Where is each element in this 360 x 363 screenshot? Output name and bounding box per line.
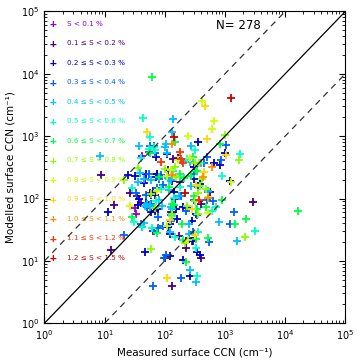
Text: 0.7 ≤ S < 0.8 %: 0.7 ≤ S < 0.8 % <box>67 157 125 163</box>
Text: +: + <box>50 253 57 263</box>
Text: 0.1 ≤ S < 0.2 %: 0.1 ≤ S < 0.2 % <box>67 40 125 46</box>
Text: +: + <box>50 78 57 88</box>
Text: +: + <box>50 19 57 29</box>
Y-axis label: Modelled surface CCN (cm⁻¹): Modelled surface CCN (cm⁻¹) <box>5 91 15 243</box>
Text: +: + <box>50 156 57 166</box>
Text: 0.9 ≤ S < 1.0 %: 0.9 ≤ S < 1.0 % <box>67 196 125 202</box>
Text: 0.8 ≤ S < 0.9 %: 0.8 ≤ S < 0.9 % <box>67 177 125 183</box>
Text: +: + <box>50 136 57 146</box>
Text: +: + <box>50 117 57 127</box>
Text: +: + <box>50 58 57 68</box>
Text: 1.0 ≤ S < 1.1 %: 1.0 ≤ S < 1.1 % <box>67 216 125 222</box>
X-axis label: Measured surface CCN (cm⁻¹): Measured surface CCN (cm⁻¹) <box>117 347 273 358</box>
Text: +: + <box>50 234 57 244</box>
Text: N= 278: N= 278 <box>216 19 261 32</box>
Text: +: + <box>50 39 57 49</box>
Text: 1.1 ≤ S < 1.2 %: 1.1 ≤ S < 1.2 % <box>67 235 125 241</box>
Text: 0.2 ≤ S < 0.3 %: 0.2 ≤ S < 0.3 % <box>67 60 125 66</box>
Text: 1.2 ≤ S < 1.5 %: 1.2 ≤ S < 1.5 % <box>67 254 125 261</box>
Text: 0.6 ≤ S < 0.7 %: 0.6 ≤ S < 0.7 % <box>67 138 125 144</box>
Text: +: + <box>50 214 57 224</box>
Text: 0.4 ≤ S < 0.5 %: 0.4 ≤ S < 0.5 % <box>67 99 125 105</box>
Text: S < 0.1 %: S < 0.1 % <box>67 21 103 27</box>
Text: +: + <box>50 97 57 107</box>
Text: +: + <box>50 175 57 185</box>
Text: +: + <box>50 195 57 205</box>
Text: 0.3 ≤ S < 0.4 %: 0.3 ≤ S < 0.4 % <box>67 79 125 85</box>
Text: 0.5 ≤ S < 0.6 %: 0.5 ≤ S < 0.6 % <box>67 118 125 124</box>
